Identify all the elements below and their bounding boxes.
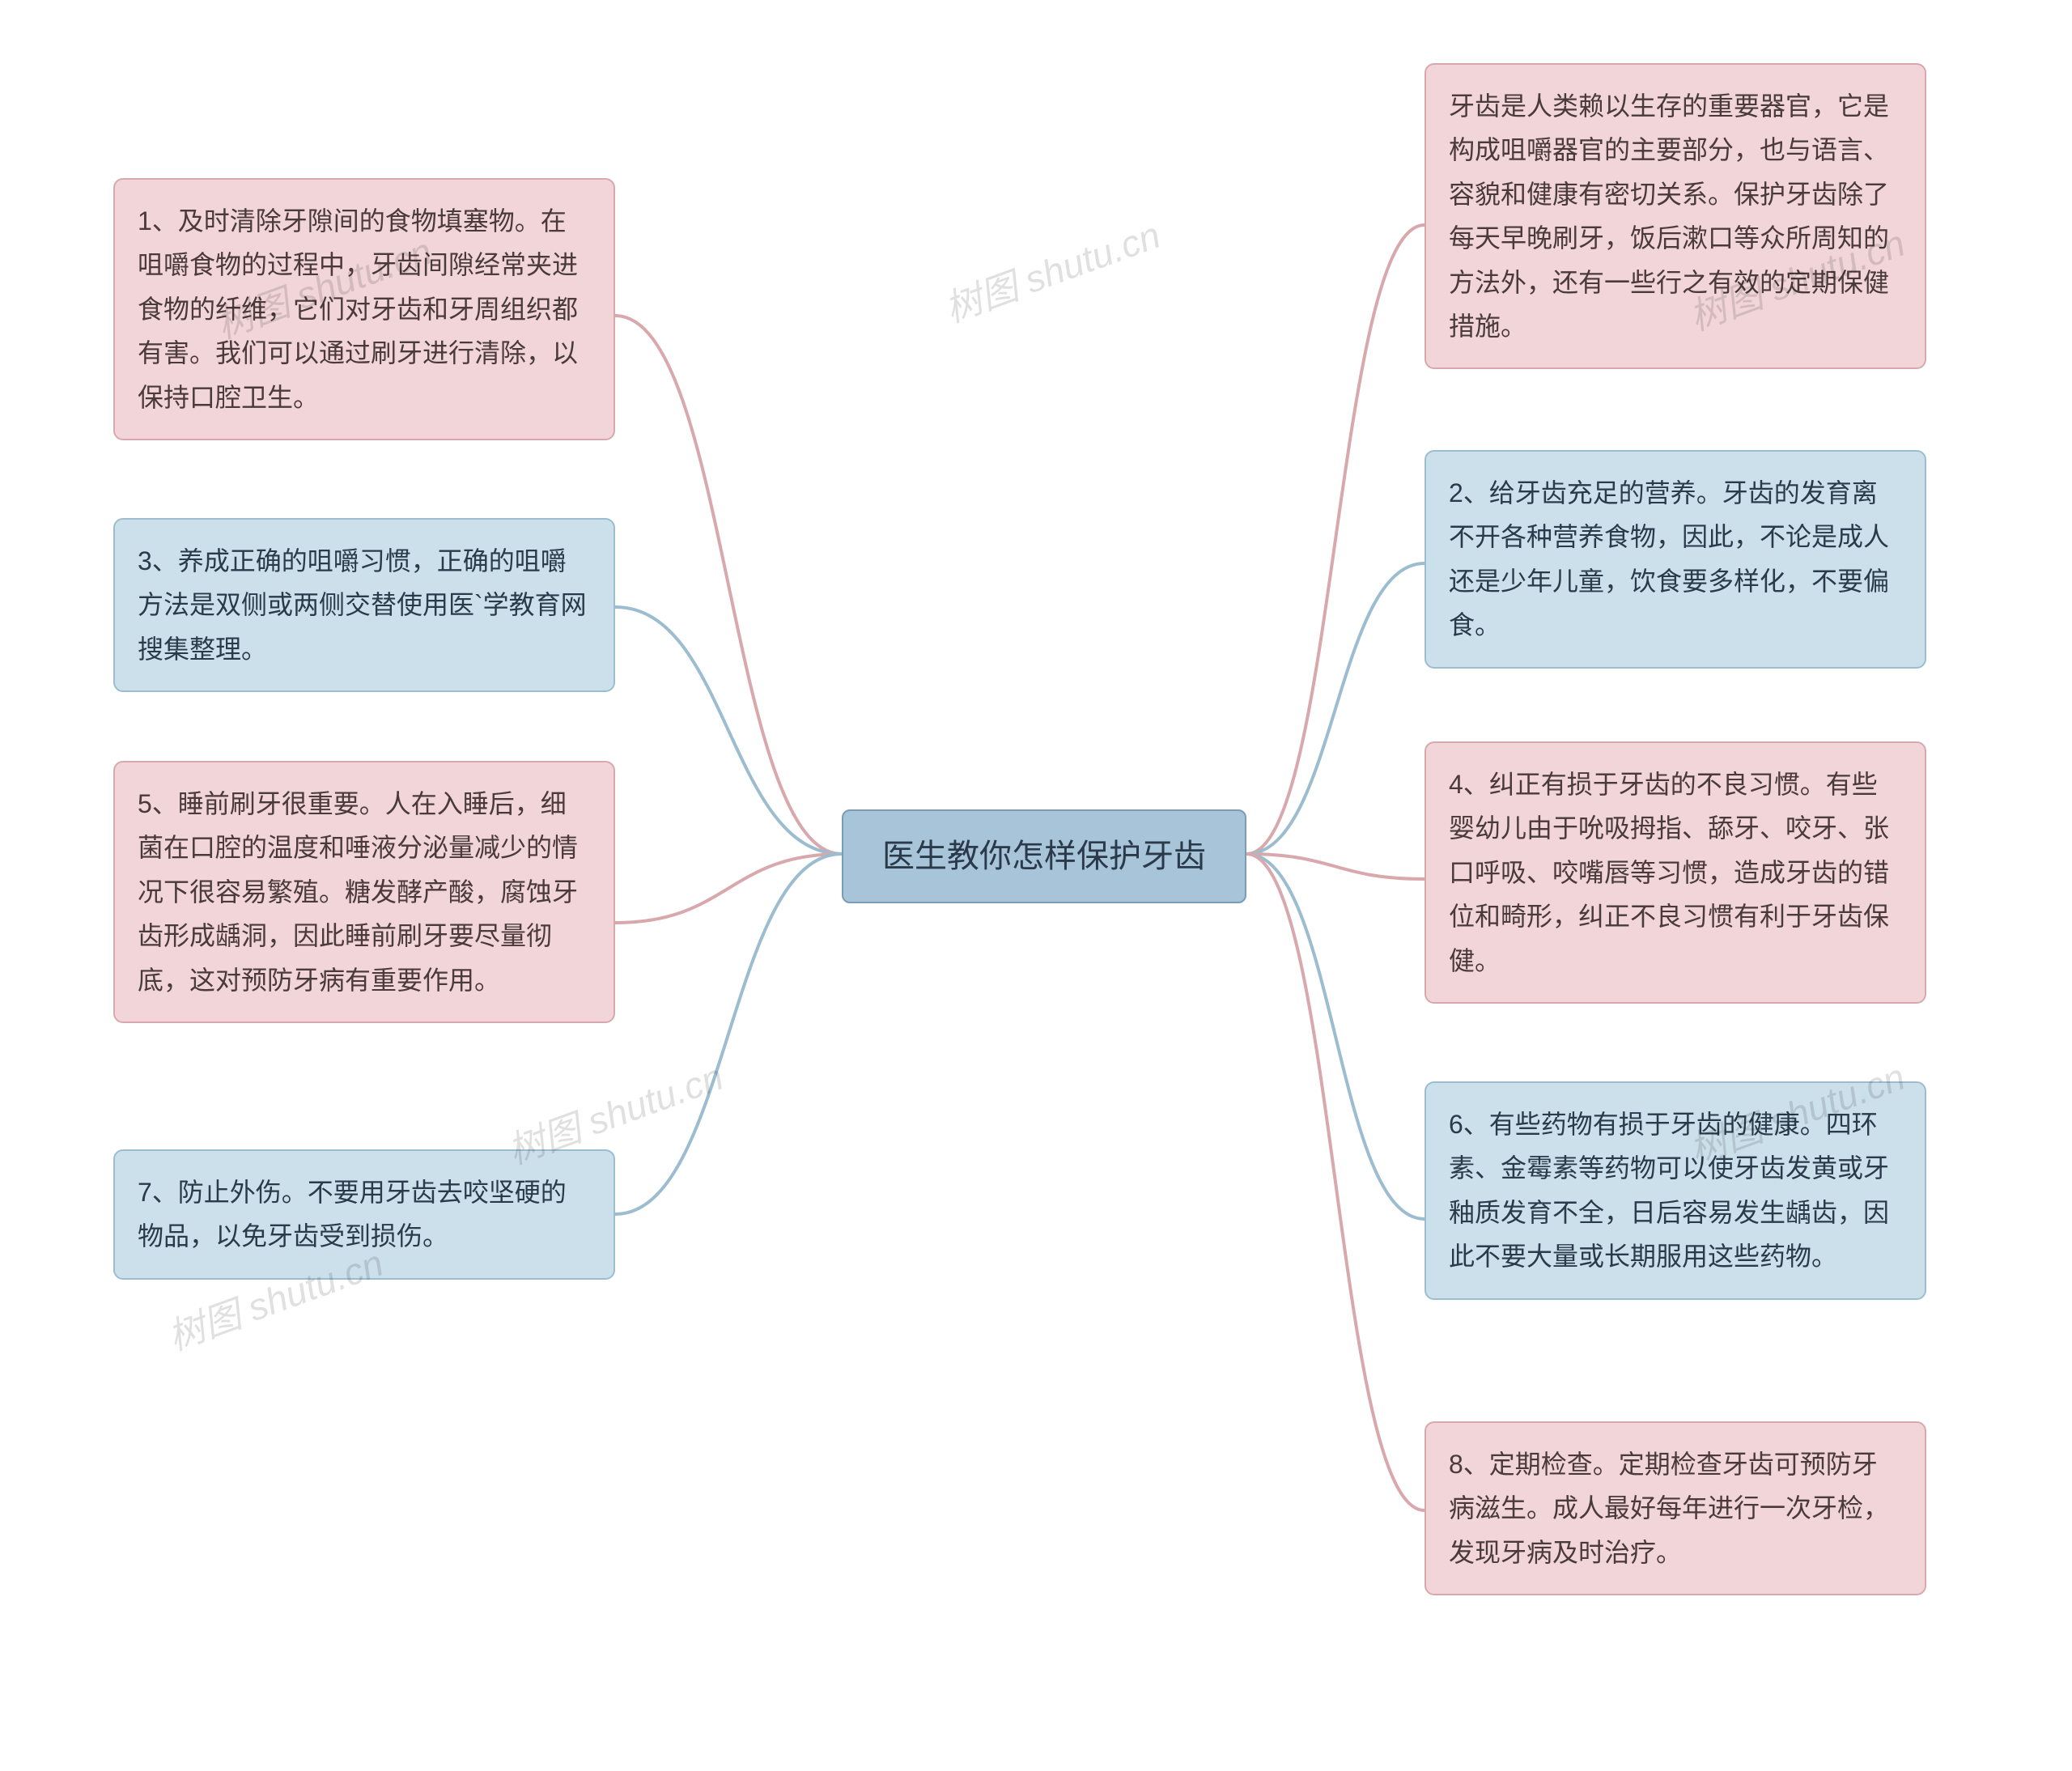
branch-node-right-2[interactable]: 2、给牙齿充足的营养。牙齿的发育离不开各种营养食物，因此，不论是成人还是少年儿童… [1424,450,1926,669]
center-topic-text: 医生教你怎样保护牙齿 [882,839,1206,874]
branch-node-right-intro[interactable]: 牙齿是人类赖以生存的重要器官，它是构成咀嚼器官的主要部分，也与语言、容貌和健康有… [1424,63,1926,369]
center-topic[interactable]: 医生教你怎样保护牙齿 [842,809,1246,903]
branch-node-right-8[interactable]: 8、定期检查。定期检查牙齿可预防牙病滋生。成人最好每年进行一次牙检，发现牙病及时… [1424,1421,1926,1595]
branch-node-left-5[interactable]: 5、睡前刷牙很重要。人在入睡后，细菌在口腔的温度和唾液分泌量减少的情况下很容易繁… [113,761,615,1023]
branch-text: 6、有些药物有损于牙齿的健康。四环素、金霉素等药物可以使牙齿发黄或牙釉质发育不全… [1449,1110,1889,1271]
branch-text: 8、定期检查。定期检查牙齿可预防牙病滋生。成人最好每年进行一次牙检，发现牙病及时… [1449,1450,1889,1567]
branch-text: 牙齿是人类赖以生存的重要器官，它是构成咀嚼器官的主要部分，也与语言、容貌和健康有… [1449,91,1889,341]
branch-text: 4、纠正有损于牙齿的不良习惯。有些婴幼儿由于吮吸拇指、舔牙、咬牙、张口呼吸、咬嘴… [1449,770,1889,975]
watermark: 树图 shutu.cn [936,206,1166,333]
branch-text: 1、及时清除牙隙间的食物填塞物。在咀嚼食物的过程中，牙齿间隙经常夹进食物的纤维，… [138,206,578,412]
branch-node-left-1[interactable]: 1、及时清除牙隙间的食物填塞物。在咀嚼食物的过程中，牙齿间隙经常夹进食物的纤维，… [113,178,615,440]
branch-node-right-4[interactable]: 4、纠正有损于牙齿的不良习惯。有些婴幼儿由于吮吸拇指、舔牙、咬牙、张口呼吸、咬嘴… [1424,741,1926,1004]
branch-node-left-3[interactable]: 3、养成正确的咀嚼习惯，正确的咀嚼方法是双侧或两侧交替使用医`学教育网搜集整理。 [113,518,615,692]
branch-text: 3、养成正确的咀嚼习惯，正确的咀嚼方法是双侧或两侧交替使用医`学教育网搜集整理。 [138,546,587,664]
branch-text: 2、给牙齿充足的营养。牙齿的发育离不开各种营养食物，因此，不论是成人还是少年儿童… [1449,478,1889,639]
branch-text: 5、睡前刷牙很重要。人在入睡后，细菌在口腔的温度和唾液分泌量减少的情况下很容易繁… [138,789,578,995]
branch-node-left-7[interactable]: 7、防止外伤。不要用牙齿去咬坚硬的物品，以免牙齿受到损伤。 [113,1149,615,1280]
branch-node-right-6[interactable]: 6、有些药物有损于牙齿的健康。四环素、金霉素等药物可以使牙齿发黄或牙釉质发育不全… [1424,1081,1926,1300]
branch-text: 7、防止外伤。不要用牙齿去咬坚硬的物品，以免牙齿受到损伤。 [138,1178,567,1251]
mindmap-canvas: 医生教你怎样保护牙齿 1、及时清除牙隙间的食物填塞物。在咀嚼食物的过程中，牙齿间… [0,0,2072,1771]
